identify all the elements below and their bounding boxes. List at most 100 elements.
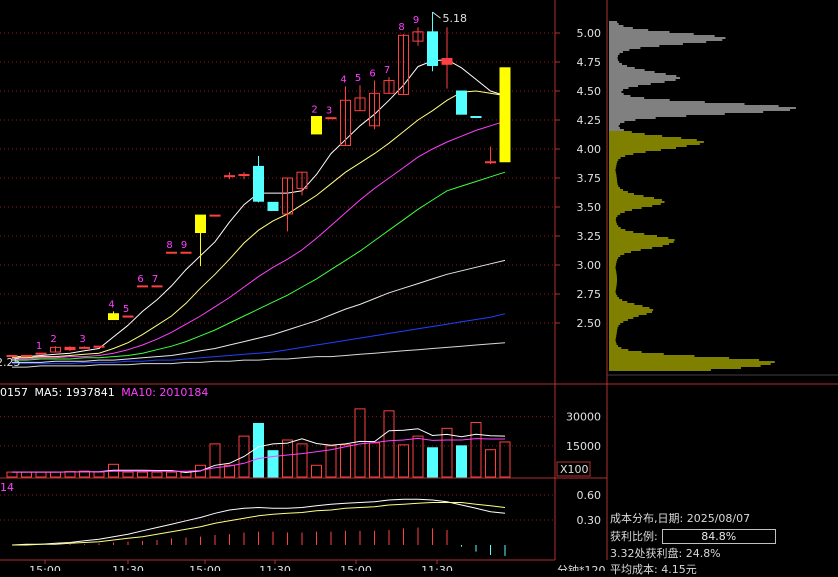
time-tick-label: 11:30 [259,564,291,571]
volume-legend-value: 0157 [0,386,28,399]
candle-body [398,34,409,95]
volume-bar [253,422,264,478]
sequence-label: 4 [108,299,114,310]
candle-body [499,67,511,163]
ma-line-1 [12,59,506,358]
moving-average-lines [12,59,506,368]
volume-bar [296,443,308,478]
sequence-label: 8 [398,22,404,33]
volume-bar [470,422,482,478]
volume-bar [340,444,351,478]
volume-bar [224,464,235,478]
macd-tick-label: 0.60 [577,489,602,502]
ma-line-6 [12,313,506,365]
volume-bar [485,449,496,478]
candle-body [21,354,32,357]
ma-line-7 [12,342,506,368]
price-tick-label: 3.00 [577,259,602,272]
price-tick-label: 2.75 [577,288,602,301]
sequence-label: 3 [326,106,332,117]
volume-legend-ma5: MA5: 1937841 [34,386,115,399]
candle-body [195,214,206,234]
candle-body [325,117,337,120]
grid-lines [0,0,838,561]
low-label: 2.25 [0,356,21,369]
volume-panel: 30000 15000 X100 [0,408,601,478]
price-tick-label: 3.50 [577,201,602,214]
volume-bar [122,471,134,478]
candle-body [137,285,148,288]
sequence-label: 7 [152,274,158,285]
ma-line-2 [12,90,506,359]
candle-body [412,31,424,42]
sequence-label: 7 [384,65,390,76]
volume-bar [369,442,380,478]
sequence-label: 8 [166,240,172,251]
time-tick-label: 15:00 [189,564,221,571]
price-tick-label: 3.75 [577,172,602,185]
sequence-label: 6 [137,274,143,285]
macd-panel: 0.60 0.30 [0,489,601,556]
candle-body [79,346,90,349]
candle-body [282,177,293,215]
candle-body [340,99,351,147]
price-tick-label: 2.50 [577,317,602,330]
volume-bar [21,471,32,478]
profit-at-price-line: 3.32处获利盘: 24.8% [610,547,721,560]
volume-bar [311,464,322,478]
candle-body [253,165,264,202]
sequence-label: 4 [340,74,346,85]
sequence-label: 9 [181,240,187,251]
candle-body [470,116,482,119]
volume-bar [166,471,177,478]
profit-ratio-value: 84.8% [661,529,776,544]
candle-body [296,171,308,189]
candle-body [6,354,18,357]
cost-date-line: 成本分布,日期: 2025/08/07 [610,512,751,525]
profit-ratio-row: 获利比例: 84.8% [610,528,776,544]
candle-body [383,80,395,94]
volume-bar [6,471,18,478]
time-axis: 15:00 11:30 15:00 11:30 15:00 11:30 分钟*120 [29,560,606,571]
volume-bar [137,471,148,478]
price-tick-label: 5.00 [577,27,602,40]
volume-bar [79,470,90,478]
volume-unit-box [556,461,591,477]
volume-bar [267,450,279,478]
candle-body [166,251,177,254]
candle-body [108,313,119,321]
sequence-label: 2 [311,105,317,116]
price-axis: 5.00 4.75 4.50 4.25 4.00 3.75 3.50 3.25 3.00 2.75… [555,27,601,330]
cost-distribution-panel [609,21,796,371]
volume-bar [238,435,250,478]
volume-tick-label: 15000 [566,440,601,453]
candle-body [64,346,76,351]
candle-body [369,92,380,127]
volume-tick-label: 30000 [566,411,601,424]
time-unit-label: 分钟*120 [557,563,606,571]
volume-unit-label: X100 [560,463,589,476]
sequence-label: 5 [355,73,361,84]
macd-dea-line [12,502,506,546]
macd-tick-label: 0.30 [577,514,602,527]
volume-bar [93,471,105,478]
candle-body [151,285,163,288]
average-cost-line: 平均成本: 4.15元 [610,563,697,576]
sequence-label: 1 [36,341,42,352]
candle-body [180,251,192,254]
price-tick-label: 4.75 [577,56,602,69]
volume-bar [325,445,337,478]
time-tick-label: 15:00 [29,564,61,571]
ma-line-4 [12,171,506,361]
macd-legend: 14 [0,481,14,494]
volume-legend-ma10: MA10: 2010184 [121,386,209,399]
candle-body [427,31,438,66]
candle-body [35,352,47,355]
candle-body [238,174,250,177]
volume-bar [209,443,221,478]
volume-bar [151,471,163,478]
volume-bar [412,435,424,478]
time-tick-label: 15:00 [340,564,372,571]
